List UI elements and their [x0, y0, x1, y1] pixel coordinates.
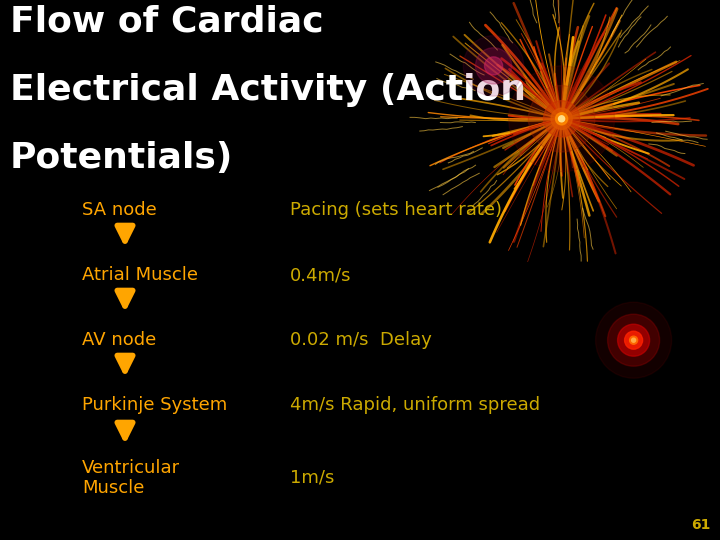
Circle shape [551, 108, 572, 130]
Circle shape [608, 314, 660, 366]
Text: 0.02 m/s  Delay: 0.02 m/s Delay [290, 331, 432, 349]
Circle shape [508, 66, 615, 172]
Circle shape [485, 57, 503, 75]
Circle shape [595, 302, 672, 378]
Text: Ventricular
Muscle: Ventricular Muscle [82, 458, 180, 497]
Text: Atrial Muscle: Atrial Muscle [82, 266, 198, 284]
Circle shape [631, 338, 636, 342]
Text: 61: 61 [690, 518, 710, 532]
Circle shape [475, 48, 512, 84]
Text: Purkinje System: Purkinje System [82, 396, 228, 414]
Text: AV node: AV node [82, 331, 156, 349]
Text: Pacing (sets heart rate): Pacing (sets heart rate) [290, 201, 502, 219]
Circle shape [618, 324, 649, 356]
Text: Potentials): Potentials) [10, 141, 233, 175]
Text: SA node: SA node [82, 201, 157, 219]
Circle shape [528, 85, 595, 152]
Circle shape [625, 331, 643, 349]
Text: Electrical Activity (Action: Electrical Activity (Action [10, 73, 526, 107]
Circle shape [544, 100, 580, 137]
Text: 0.4m/s: 0.4m/s [290, 266, 351, 284]
Text: 4m/s Rapid, uniform spread: 4m/s Rapid, uniform spread [290, 396, 540, 414]
Circle shape [464, 36, 523, 96]
Circle shape [559, 116, 564, 122]
Text: Flow of Cardiac: Flow of Cardiac [10, 5, 323, 39]
Text: 1m/s: 1m/s [290, 469, 334, 487]
Circle shape [556, 113, 567, 125]
Circle shape [629, 336, 638, 344]
